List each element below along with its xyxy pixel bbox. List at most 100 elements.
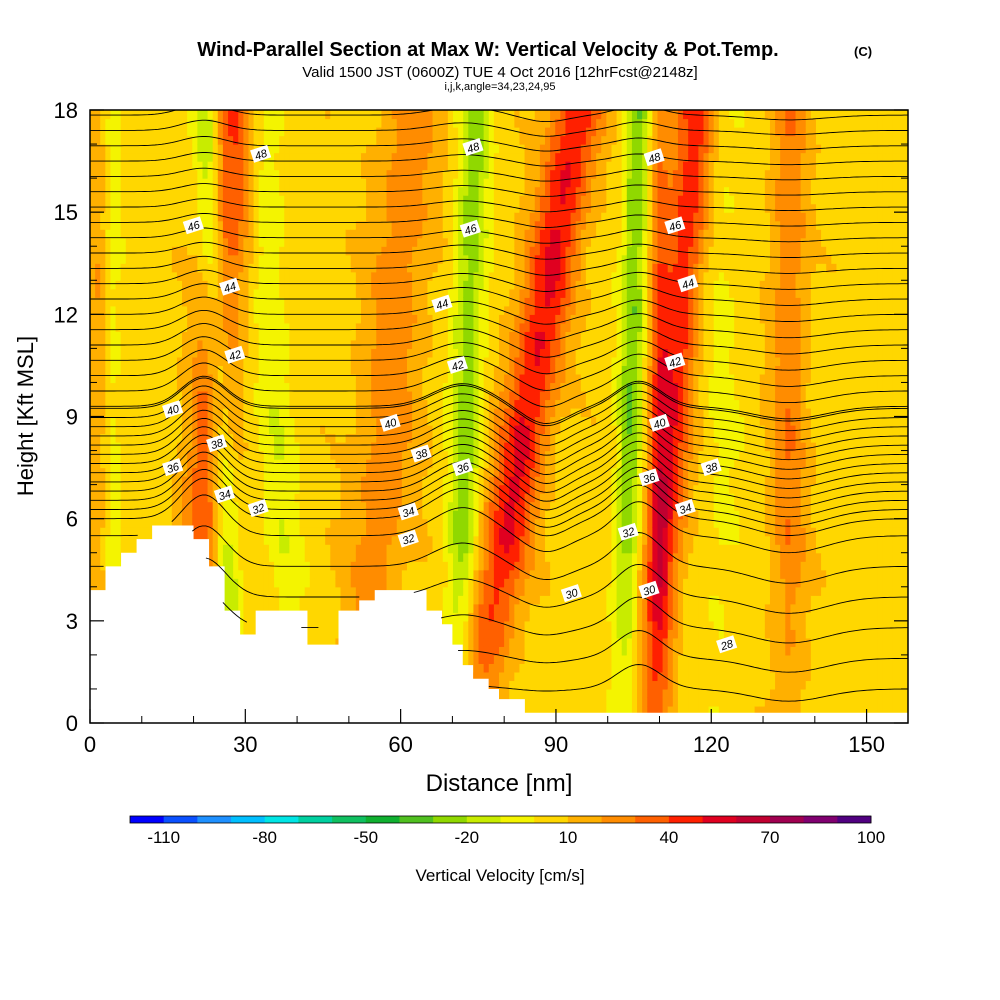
copyright-mark: (C) — [854, 44, 872, 59]
contour-label: 44 — [431, 294, 453, 313]
y-tick-label: 6 — [66, 507, 78, 532]
theta-contour — [90, 110, 908, 123]
y-tick-label: 12 — [54, 302, 78, 327]
theta-contour — [90, 119, 908, 137]
colorbar-swatch — [769, 816, 805, 823]
colorbar-tick-label: 10 — [558, 828, 577, 847]
colorbar-swatch — [466, 816, 501, 823]
contour-labels: 28 30 30 32 32 32 34 34 34 36 36 36 38 38 38 40 40 40 42 42… — [162, 138, 738, 654]
theta-contour — [90, 323, 908, 358]
contour-label: 48 — [250, 144, 272, 163]
contour-label: 40 — [648, 413, 670, 432]
y-tick-label: 9 — [66, 405, 78, 430]
theta-contour — [458, 630, 908, 673]
theta-contour — [90, 227, 908, 244]
theta-contour — [90, 336, 908, 375]
colorbar-swatch — [837, 816, 872, 823]
contour-label: 38 — [700, 458, 722, 476]
colorbar-tick-label: -50 — [354, 828, 379, 847]
x-tick-label: 120 — [693, 732, 730, 757]
theta-contour — [90, 362, 908, 408]
theta-contour — [90, 309, 908, 342]
theta-contour — [222, 596, 908, 644]
y-tick-label: 0 — [66, 711, 78, 736]
theta-contour — [90, 198, 908, 213]
theta-contour — [90, 377, 908, 427]
contour-label: 46 — [664, 216, 686, 234]
colorbar-swatch — [702, 816, 737, 823]
theta-contour — [90, 385, 908, 437]
theta-contour — [90, 349, 908, 391]
colorbar-swatch — [365, 816, 400, 823]
x-tick-label: 30 — [233, 732, 257, 757]
contour-label: 32 — [617, 522, 639, 541]
theta-contour — [90, 183, 908, 197]
colorbar-swatch — [567, 816, 602, 823]
chart-subtitle: Valid 1500 JST (0600Z) TUE 4 Oct 2016 [1… — [302, 64, 697, 81]
theta-contour — [90, 241, 908, 260]
colorbar-label: Vertical Velocity [cm/s] — [415, 866, 584, 885]
colorbar: -110 -80 -50 -20 10 40 70 100 — [129, 815, 885, 847]
terrain-mask — [90, 525, 908, 723]
contour-label: 44 — [219, 277, 241, 296]
colorbar-swatch — [433, 816, 468, 823]
contour-label: 32 — [247, 499, 269, 517]
x-tick-label: 150 — [848, 732, 885, 757]
colorbar-tick-label: 100 — [857, 828, 885, 847]
colorbar-swatch — [231, 816, 266, 823]
contour-label: 36 — [162, 458, 184, 476]
colorbar-swatch — [668, 816, 703, 823]
colorbar-swatch — [500, 816, 535, 823]
theta-contour — [90, 255, 908, 276]
contour-label: 34 — [674, 499, 696, 517]
theta-contour — [90, 213, 908, 228]
x-tick-label: 90 — [544, 732, 568, 757]
colorbar-swatch — [298, 816, 333, 823]
contour-label: 30 — [560, 584, 582, 602]
chart-subtitle-indices: i,j,k,angle=34,23,24,95 — [444, 81, 555, 93]
contour-label: 46 — [182, 216, 204, 234]
colorbar-swatch — [601, 816, 636, 823]
contour-label: 36 — [452, 458, 474, 476]
y-axis-label: Height [Kft MSL] — [13, 336, 38, 496]
contour-label: 40 — [379, 413, 401, 432]
colorbar-swatch — [332, 816, 367, 823]
theta-contour — [90, 167, 908, 182]
y-tick-label: 3 — [66, 609, 78, 634]
theta-contour — [90, 136, 908, 152]
colorbar-tick-label: -80 — [252, 828, 277, 847]
contour-label: 36 — [638, 468, 660, 486]
chart-title: Wind-Parallel Section at Max W: Vertical… — [197, 39, 778, 61]
contour-label: 30 — [638, 580, 660, 599]
theta-contour — [90, 417, 908, 475]
x-axis-label: Distance [nm] — [426, 770, 573, 797]
y-tick-label: 18 — [54, 98, 78, 123]
contour-label: 32 — [397, 529, 419, 548]
contour-label: 42 — [224, 345, 246, 364]
theta-contour — [90, 269, 908, 292]
theta-contour — [90, 296, 908, 325]
colorbar-swatch — [803, 816, 838, 823]
contour-label: 28 — [716, 635, 738, 654]
x-tick-label: 0 — [84, 732, 96, 757]
contour-label: 42 — [664, 352, 686, 371]
theta-contour — [90, 401, 908, 456]
theta-contour — [90, 443, 908, 502]
colorbar-swatch — [197, 816, 232, 823]
potential-temperature-contours — [90, 110, 908, 702]
theta-contour — [90, 426, 908, 484]
colorbar-tick-label: 40 — [659, 828, 678, 847]
y-tick-label: 15 — [54, 200, 78, 225]
contour-label: 44 — [677, 274, 699, 292]
contour-label: 38 — [206, 434, 228, 452]
contour-label: 40 — [162, 400, 184, 418]
colorbar-swatch — [736, 816, 771, 823]
theta-contour — [488, 664, 908, 702]
theta-contour — [90, 451, 908, 511]
theta-contour — [90, 393, 908, 446]
contour-label: 34 — [397, 502, 419, 520]
contour-label: 46 — [459, 219, 481, 238]
plot-area: 28 30 30 32 32 32 34 34 34 36 36 36 38 38 38 40 40 40 42 42… — [90, 110, 908, 723]
